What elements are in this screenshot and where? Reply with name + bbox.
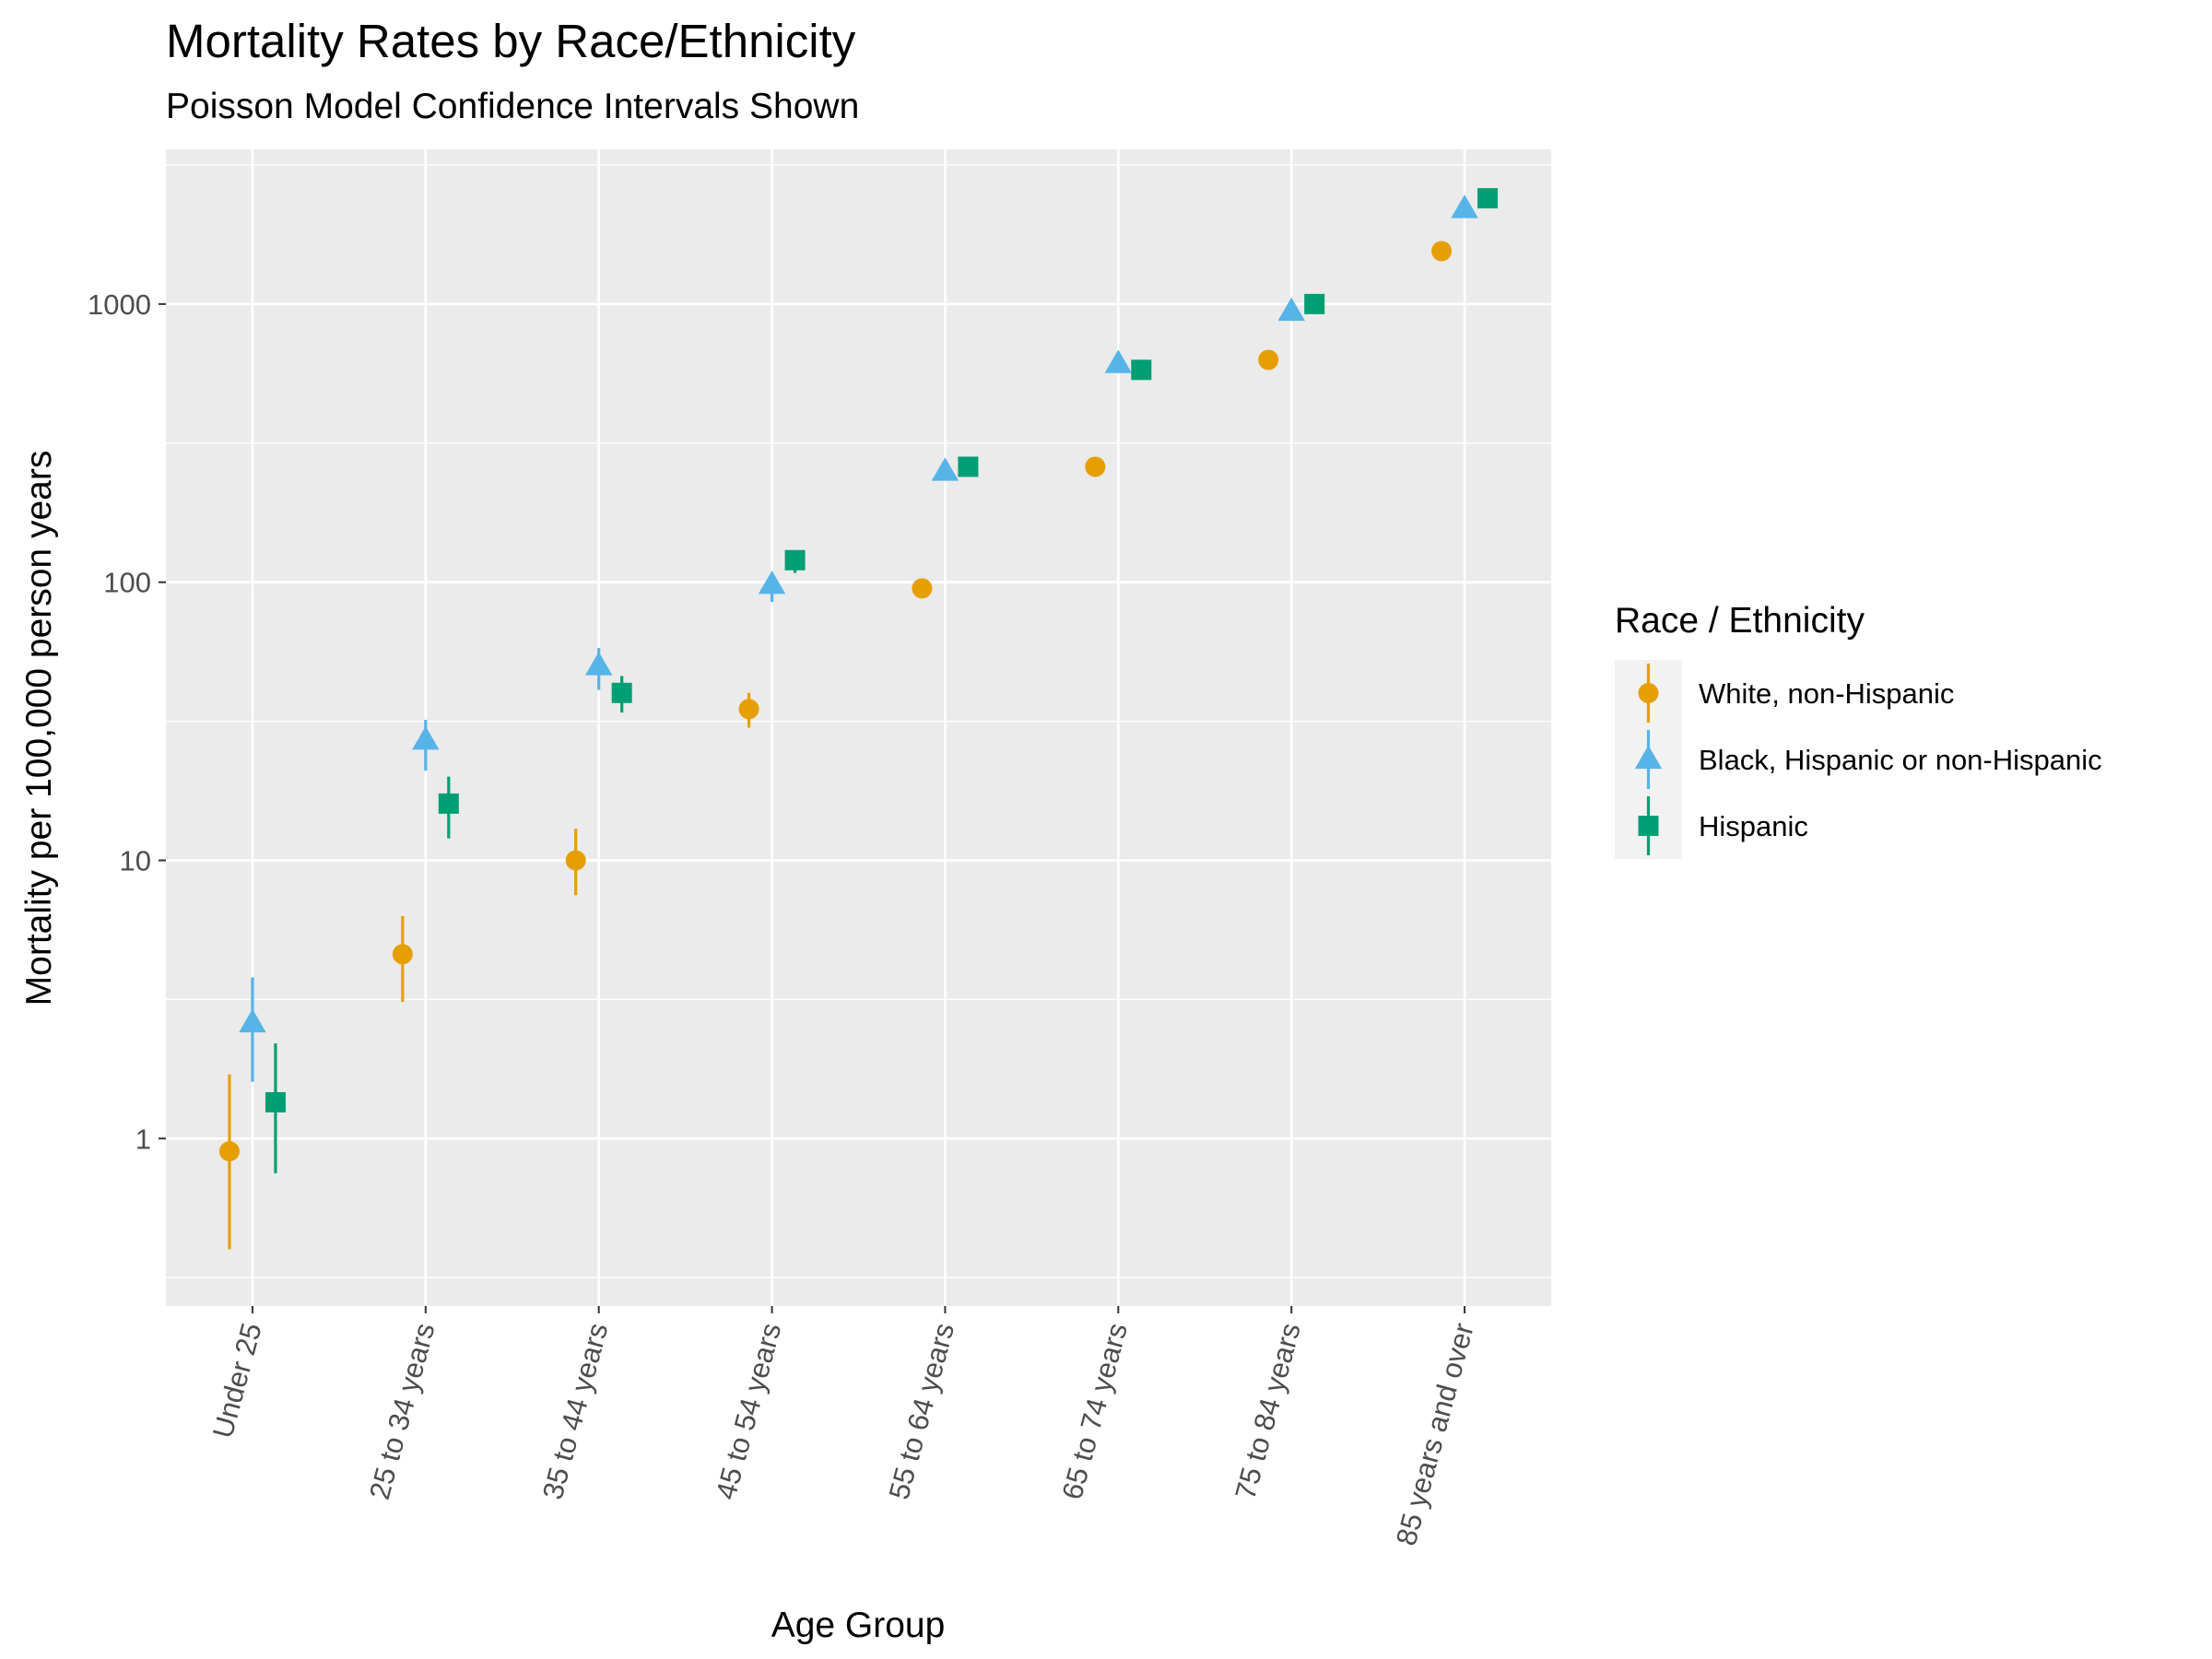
data-point (738, 699, 759, 720)
y-tick-label: 100 (103, 567, 151, 599)
x-tick-label: 45 to 54 years (710, 1320, 788, 1503)
data-point (758, 570, 786, 594)
data-point (1131, 359, 1152, 381)
data-point (265, 1091, 286, 1112)
data-point (1085, 456, 1106, 477)
data-point (218, 1141, 240, 1162)
y-tick-label: 10 (120, 844, 151, 877)
legend-label: Hispanic (1699, 810, 1808, 842)
legend: Race / Ethnicity White, non-Hispanic Blac… (1615, 601, 2102, 859)
series-0 (218, 241, 1453, 1250)
data-point (1277, 297, 1305, 322)
legend-title: Race / Ethnicity (1615, 601, 1865, 641)
x-tick-label: 65 to 74 years (1055, 1320, 1134, 1503)
legend-key-marker (1634, 745, 1663, 770)
x-tick-label: 75 to 84 years (1229, 1320, 1307, 1503)
legend-label: White, non-Hispanic (1699, 677, 1954, 710)
data-point (1104, 349, 1133, 373)
data-point (931, 457, 959, 481)
data-point (611, 682, 632, 703)
legend-label: Black, Hispanic or non-Hispanic (1699, 744, 2102, 776)
data-point (1477, 188, 1499, 209)
data-point (958, 456, 979, 477)
data-point (565, 850, 586, 871)
x-tick-label: 25 to 34 years (363, 1320, 441, 1503)
data-point (584, 652, 613, 676)
data-point (912, 578, 933, 599)
legend-key-marker (1638, 816, 1659, 836)
x-axis-title: Age Group (771, 1606, 946, 1645)
data-point (1304, 293, 1325, 314)
data-point (412, 725, 440, 750)
x-tick-label: Under 25 (206, 1320, 268, 1441)
data-point (392, 944, 413, 965)
x-tick-label: 85 years and over (1390, 1320, 1480, 1549)
data-point (438, 793, 459, 814)
plot-panel (166, 149, 1551, 1306)
x-tick-label: 35 to 44 years (536, 1320, 615, 1503)
y-tick-label: 1 (135, 1123, 151, 1155)
data-series (218, 188, 1499, 1250)
series-2 (265, 188, 1499, 1174)
grid-lines (166, 149, 1551, 1306)
chart-subtitle: Poisson Model Confidence Intervals Shown (166, 87, 859, 126)
legend-key-marker (1638, 683, 1659, 703)
data-point (1258, 349, 1279, 371)
data-point (239, 1008, 266, 1033)
data-point (1431, 241, 1453, 262)
y-axis-title: Mortality per 100,000 person years (19, 451, 59, 1006)
series-1 (239, 194, 1478, 1082)
x-tick-label: 55 to 64 years (883, 1320, 961, 1503)
data-point (1451, 194, 1478, 218)
data-point (784, 549, 806, 571)
y-tick-label: 1000 (88, 288, 151, 321)
chart-title: Mortality Rates by Race/Ethnicity (166, 15, 856, 67)
